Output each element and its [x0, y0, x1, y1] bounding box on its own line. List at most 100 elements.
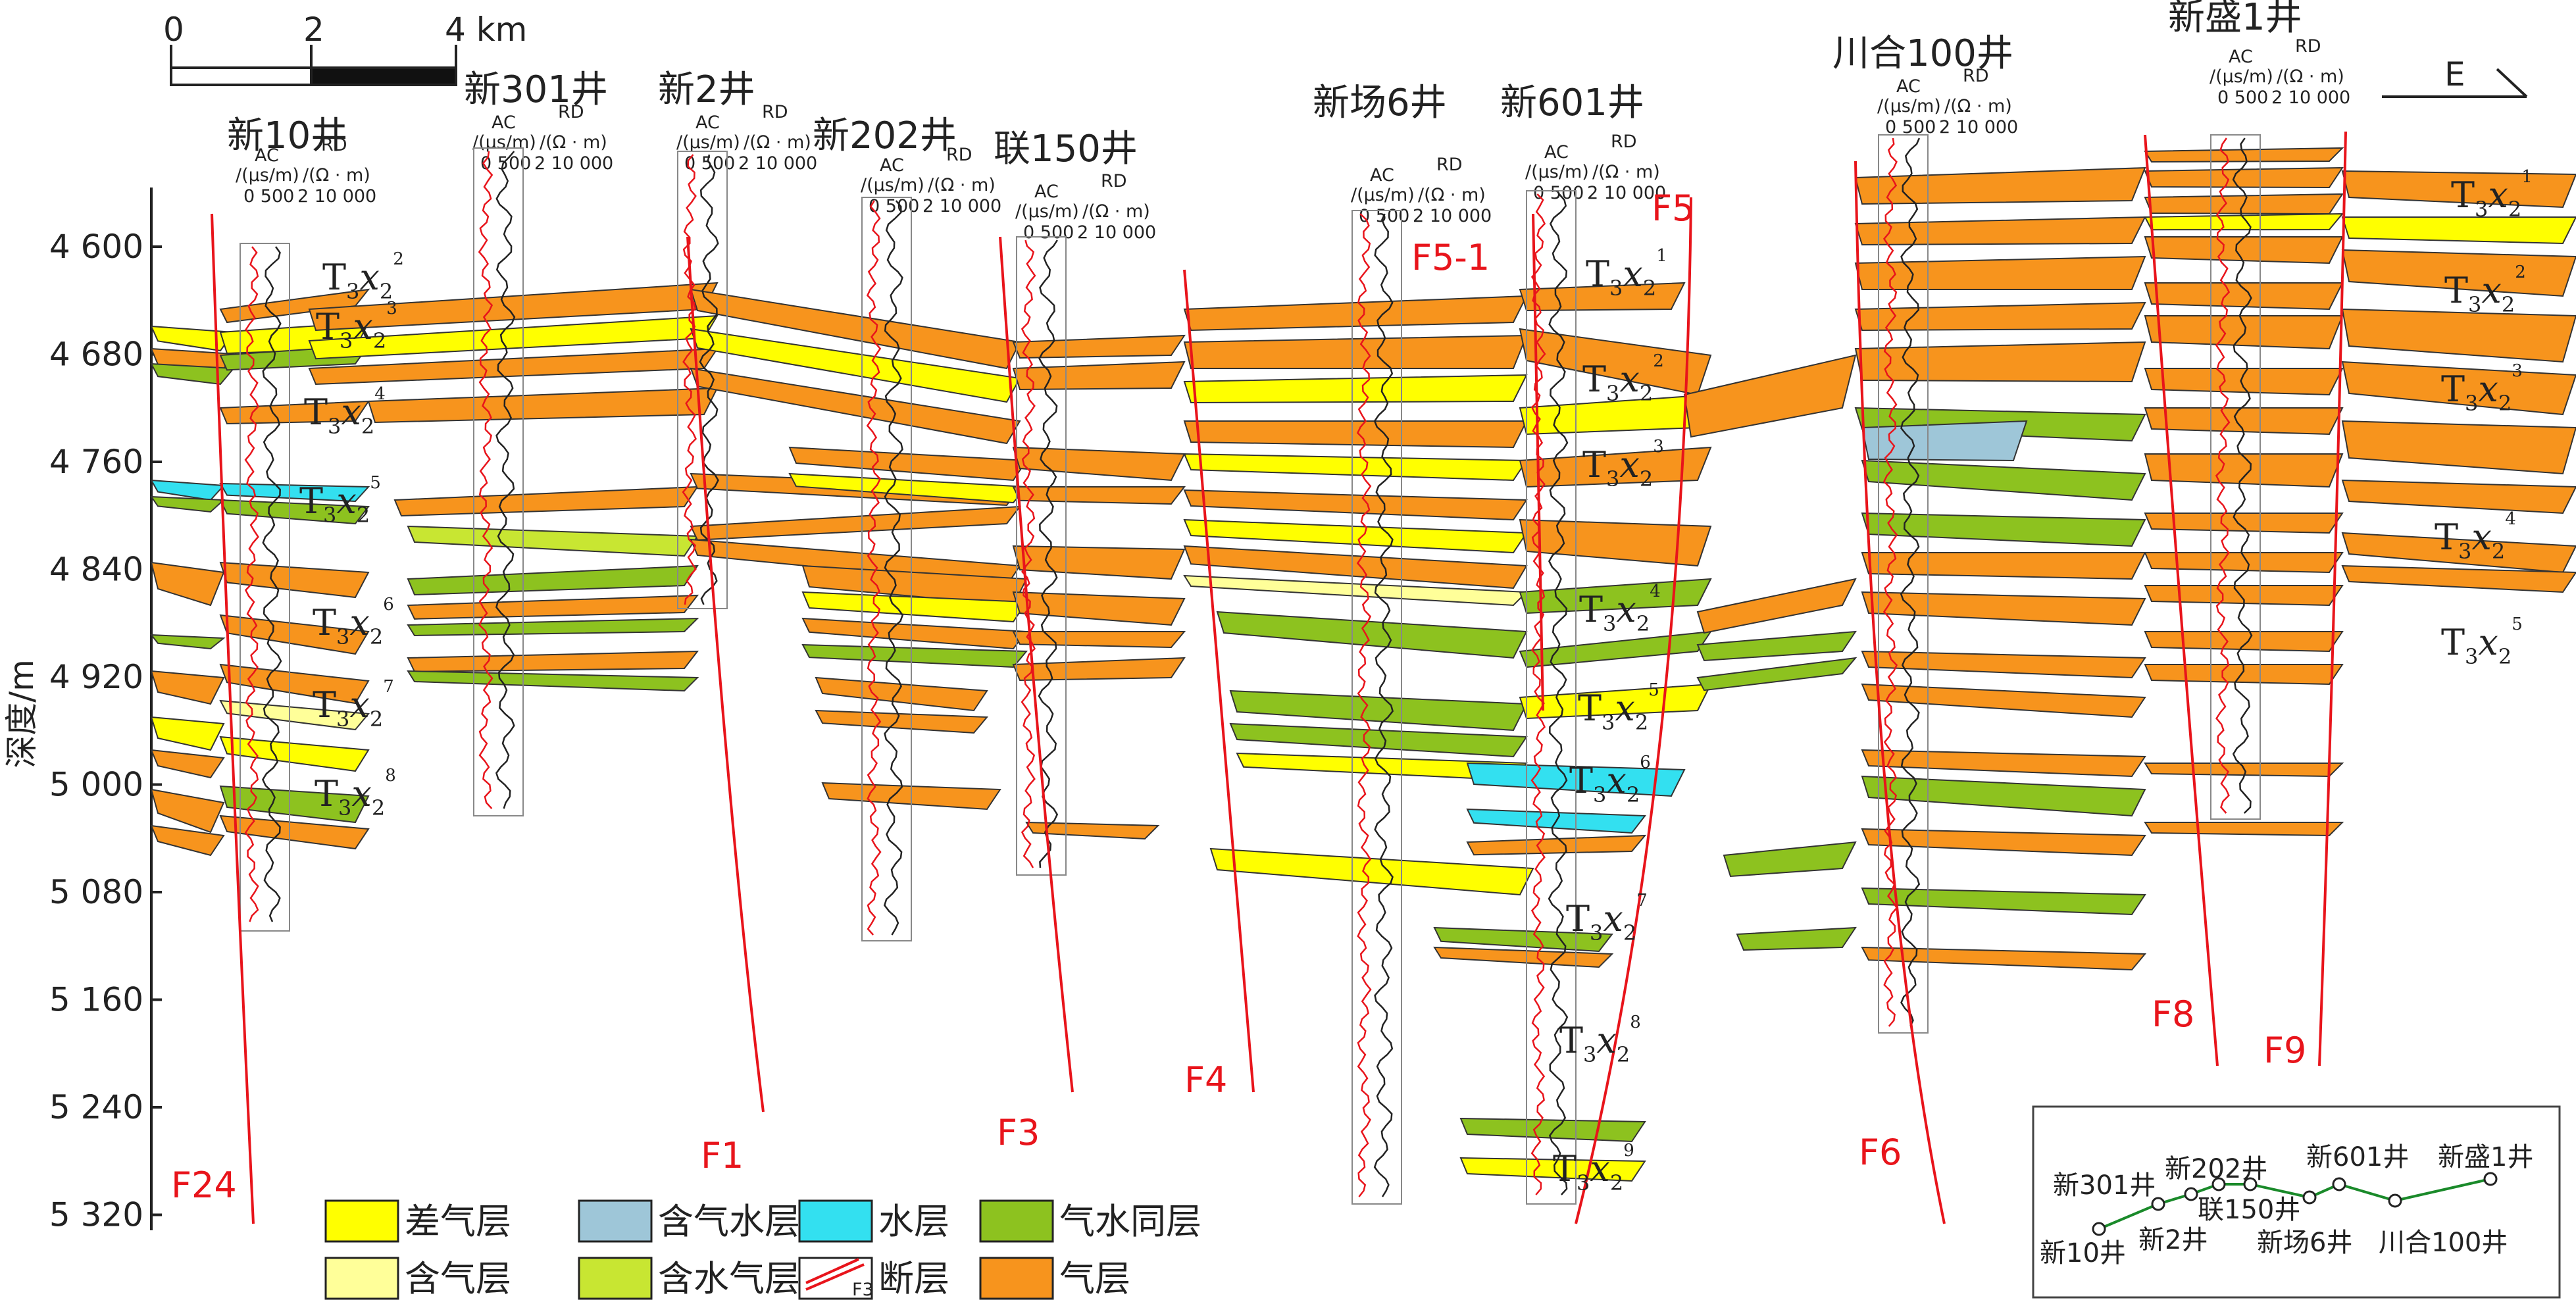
inset-well-label: 新601井 — [2306, 1142, 2409, 1172]
strata-layer — [219, 736, 370, 772]
strata-layer — [2341, 420, 2576, 475]
strata-layer — [1854, 166, 2146, 205]
depth-tick-label: 4 680 — [49, 336, 143, 374]
strata-layer — [690, 288, 1021, 370]
strata-layer — [2144, 552, 2344, 574]
rd-log-curve — [1900, 138, 1921, 1027]
strata-layer — [1183, 453, 1528, 482]
strata-layer — [1459, 1157, 1646, 1182]
inset-well-label: 新10井 — [2040, 1238, 2126, 1268]
strata-layer — [1519, 578, 1712, 614]
strata-layer — [2144, 315, 2344, 350]
rd-header-unit: /(Ω · m) — [540, 132, 607, 153]
fault-line — [1532, 213, 1544, 711]
strata-layer — [690, 367, 1021, 445]
strata-layer — [1861, 946, 2147, 971]
ac-header-unit: /(μs/m) — [676, 132, 740, 153]
legend-label: 气层 — [1059, 1258, 1130, 1299]
depth-tick-label: 5 000 — [49, 766, 143, 804]
legend-label: 含水气层 — [658, 1258, 800, 1299]
unit-label-t3x2-3: T3x23 — [2441, 361, 2523, 416]
legend-label: 气水同层 — [1059, 1201, 1201, 1242]
unit-label-t3x2-8: T3x28 — [315, 766, 396, 820]
strata-layer — [1854, 301, 2146, 332]
legend-swatch — [324, 1199, 399, 1243]
legend-swatch — [578, 1257, 653, 1300]
ac-header-name: AC — [880, 155, 904, 176]
inset-well-marker — [2211, 1177, 2226, 1191]
strata-layer — [690, 505, 1022, 541]
fault-swatch-line — [805, 1258, 859, 1284]
strata-layer — [2341, 479, 2576, 514]
unit-label-t3x2-2: T3x22 — [1582, 351, 1664, 406]
well-name: 新202井 — [813, 114, 957, 157]
rd-header-name: RD — [558, 102, 584, 122]
rd-header-unit: /(Ω · m) — [1418, 185, 1486, 205]
ac-log-curve — [244, 246, 259, 922]
strata-layer — [150, 495, 226, 513]
fault-f5-1: F5-1 — [1411, 213, 1544, 711]
scale-tick-2: 2 — [303, 11, 324, 49]
strata-layer — [2144, 236, 2344, 264]
fault-label: F3 — [997, 1112, 1040, 1153]
fault-label: F6 — [1859, 1132, 1902, 1173]
strata-layer — [1183, 374, 1528, 404]
strata-layer — [150, 325, 235, 352]
fault-f6: F6 — [1854, 161, 1946, 1224]
strata-layer — [150, 670, 225, 705]
rd-log-curve — [1548, 193, 1569, 1195]
strata-layer — [1183, 518, 1528, 554]
strata-layer — [1854, 216, 2146, 246]
ac-log-curve — [866, 200, 882, 936]
fault-label: F5 — [1652, 188, 1694, 229]
depth-tick-label: 4 840 — [49, 551, 143, 589]
strata-layer — [1854, 341, 2146, 383]
unit-label-t3x2-9: T3x29 — [1553, 1141, 1634, 1195]
inset-well-label: 新场6井 — [2257, 1228, 2352, 1258]
ac-header-unit: /(μs/m) — [472, 132, 536, 153]
strata-layer — [1861, 650, 2146, 679]
strata-layer — [1183, 545, 1528, 589]
inset-well-marker — [2151, 1197, 2165, 1211]
strata-layer — [219, 814, 370, 850]
fault-line — [1183, 269, 1255, 1093]
inset-well-marker — [2243, 1177, 2258, 1191]
strata-layer — [2341, 361, 2576, 416]
inset-well-label: 联150井 — [2198, 1195, 2300, 1225]
rd-header-name: RD — [762, 102, 788, 122]
fault-label: F24 — [171, 1164, 237, 1206]
fault-label: F8 — [2152, 993, 2194, 1035]
strata-layer — [1433, 946, 1614, 968]
strata-layer — [1012, 657, 1186, 682]
strata-layer — [788, 446, 1028, 482]
strata-layer — [1012, 446, 1186, 482]
fault-f5: F5 — [1575, 188, 1694, 1224]
well-name: 联150井 — [994, 128, 1138, 170]
legend-swatch — [324, 1257, 399, 1300]
unit-label-t3x2-4: T3x24 — [2435, 509, 2516, 564]
well-column-frame — [240, 243, 290, 932]
ac-header-scale: 0 500 — [243, 186, 294, 207]
well-column-frame — [1526, 190, 1577, 1205]
rd-header-name: RD — [1101, 171, 1127, 191]
strata-layer — [2144, 631, 2344, 653]
strata-layer — [1519, 518, 1712, 567]
rd-header-name: RD — [946, 145, 972, 165]
fault-line — [999, 236, 1074, 1093]
strata-layer — [1229, 689, 1528, 732]
fault-line — [1854, 161, 1946, 1224]
strata-layer — [1696, 578, 1857, 634]
strata-layer — [149, 634, 226, 650]
ac-header-name: AC — [1544, 142, 1569, 163]
unit-label-t3x2-7: T3x27 — [1566, 891, 1648, 945]
strata-layer — [1209, 847, 1534, 896]
rd-header-unit: /(Ω · m) — [303, 165, 370, 186]
strata-layer — [1861, 749, 2146, 778]
ac-log-curve — [1530, 193, 1546, 1195]
ac-header-name: AC — [2229, 47, 2253, 67]
